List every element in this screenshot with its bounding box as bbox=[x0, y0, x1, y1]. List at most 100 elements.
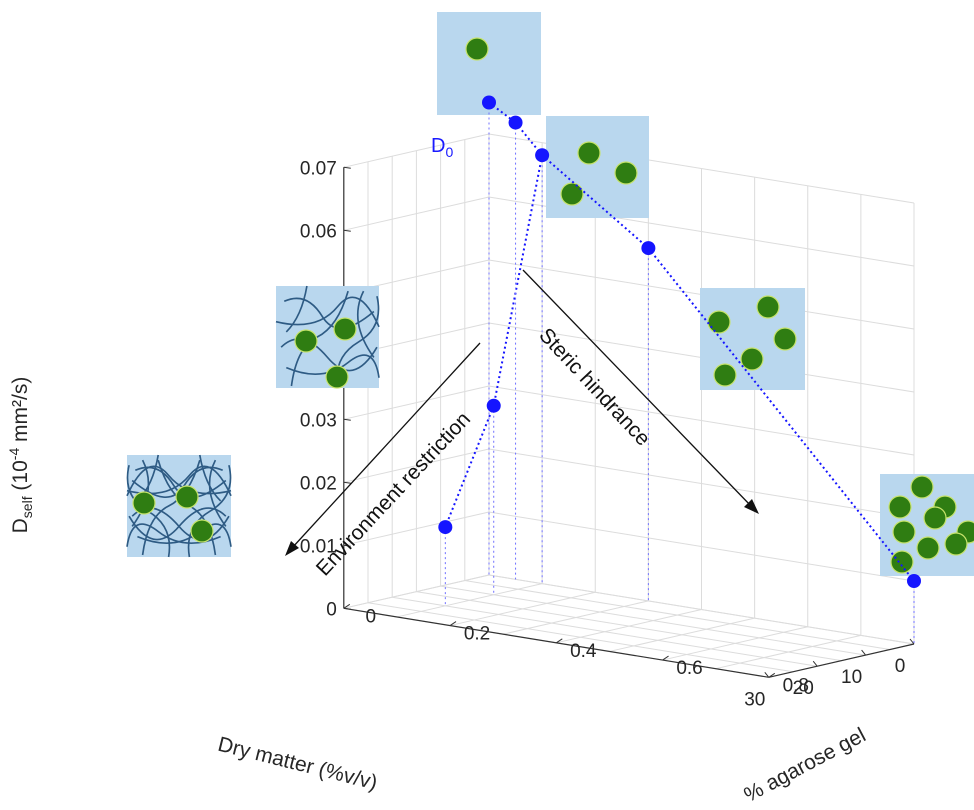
z-title-rest: (10 bbox=[9, 460, 32, 496]
z-title-sup: -4 bbox=[6, 448, 22, 461]
data-point bbox=[508, 115, 523, 130]
polymer-fiber bbox=[357, 290, 375, 358]
y-tick bbox=[556, 638, 563, 644]
diffusing-particle bbox=[713, 363, 737, 387]
floor-grid-line bbox=[715, 634, 861, 670]
y-tick-label: 0 bbox=[366, 606, 377, 627]
x-tick bbox=[861, 649, 866, 656]
diffusing-particle bbox=[333, 317, 357, 341]
data-point bbox=[641, 241, 656, 256]
diffusing-particle bbox=[916, 536, 940, 560]
polymer-fiber bbox=[128, 507, 227, 541]
diffusing-particle bbox=[294, 329, 318, 353]
floor-grid-line bbox=[396, 583, 543, 618]
diffusing-particle bbox=[325, 365, 349, 389]
diffusing-particle bbox=[465, 37, 489, 61]
z-title-end: mm²/s) bbox=[9, 377, 32, 448]
z-title-main: D bbox=[9, 518, 32, 533]
floor-grid-line bbox=[609, 617, 755, 652]
diffusing-particle bbox=[773, 327, 797, 351]
diffusing-particle bbox=[892, 520, 916, 544]
side-wall-grid-line bbox=[488, 385, 915, 456]
z-tick bbox=[343, 544, 351, 547]
polymer-fiber bbox=[290, 290, 349, 387]
inset-far-right bbox=[880, 474, 974, 576]
diffusing-particle bbox=[923, 506, 947, 530]
environment-arrow bbox=[285, 342, 481, 556]
data-point bbox=[486, 398, 501, 413]
steric-arrow bbox=[522, 269, 759, 514]
back-wall-grid-line bbox=[343, 448, 490, 483]
polymer-fiber bbox=[283, 297, 375, 329]
z-tick bbox=[343, 418, 351, 421]
back-wall-grid-line bbox=[343, 133, 490, 168]
floor-grid-line bbox=[556, 609, 702, 644]
inset-layer bbox=[126, 12, 974, 576]
y-tick bbox=[343, 603, 351, 609]
side-wall-grid-line bbox=[488, 574, 915, 645]
y-tick-label: 0.4 bbox=[570, 641, 597, 662]
inset-upper-right bbox=[546, 116, 649, 218]
z-tick bbox=[343, 166, 351, 169]
y-axis-title: % agarose gel bbox=[740, 724, 869, 805]
z-tick-label: 0 bbox=[326, 599, 337, 620]
diffusing-particle bbox=[560, 182, 584, 206]
diffusing-particle bbox=[944, 532, 968, 556]
z-axis-title: Dself (10-4 mm²/s) bbox=[6, 377, 35, 534]
back-wall-grid-line bbox=[343, 196, 490, 231]
y-tick bbox=[449, 621, 457, 626]
diffusing-particle bbox=[577, 141, 601, 165]
data-point bbox=[482, 95, 496, 110]
polymer-fiber bbox=[285, 285, 308, 333]
floor-grid-line bbox=[503, 600, 649, 635]
diffusing-particle bbox=[707, 310, 731, 334]
polymer-fiber bbox=[131, 466, 224, 498]
x-axis-title: Dry matter (%v/v) bbox=[216, 733, 380, 795]
y-tick-label: 0.8 bbox=[783, 675, 809, 696]
z-tick bbox=[343, 229, 351, 232]
diffusing-particle bbox=[190, 519, 214, 543]
y-tick bbox=[768, 672, 776, 678]
polymer-fiber bbox=[285, 354, 380, 378]
polymer-fiber bbox=[198, 454, 222, 502]
data-point bbox=[438, 520, 453, 535]
diffusing-particle bbox=[614, 161, 638, 185]
z-tick-label: 0.06 bbox=[300, 221, 337, 242]
series-connector bbox=[444, 405, 495, 528]
inset-left-lower bbox=[126, 454, 232, 558]
z-title-sub: self bbox=[19, 496, 35, 518]
diffusing-particle bbox=[175, 485, 199, 509]
polymer-fiber bbox=[141, 459, 201, 556]
series-connector bbox=[492, 155, 544, 406]
polymer-fiber bbox=[126, 465, 232, 497]
diffusing-particle bbox=[756, 295, 780, 319]
diffusing-particle bbox=[132, 491, 156, 515]
x-tick-label: 10 bbox=[841, 667, 862, 688]
data-layer bbox=[438, 95, 921, 644]
polymer-fiber bbox=[131, 459, 150, 527]
floor-grid-line bbox=[662, 626, 808, 661]
diffusing-particle bbox=[910, 475, 934, 499]
d0-sub: 0 bbox=[445, 144, 453, 160]
side-wall-grid-line bbox=[488, 448, 915, 519]
polymer-fiber bbox=[275, 296, 380, 328]
diffusing-particle bbox=[740, 347, 764, 371]
z-tick-label: 0.07 bbox=[300, 158, 337, 179]
z-tick-label: 0.03 bbox=[300, 410, 337, 431]
back-wall-grid-line bbox=[343, 385, 490, 420]
y-tick-label: 0.6 bbox=[676, 658, 702, 679]
x-tick-label: 0 bbox=[895, 656, 906, 677]
data-point bbox=[907, 574, 921, 588]
data-point bbox=[535, 148, 550, 163]
diffusing-particle bbox=[890, 550, 914, 574]
z-tick-label: 0.02 bbox=[300, 473, 337, 494]
x-tick bbox=[764, 671, 770, 678]
polymer-fiber bbox=[187, 465, 232, 558]
polymer-fiber bbox=[208, 459, 227, 527]
x-tick-label: 20 bbox=[793, 678, 814, 699]
z-tick bbox=[343, 607, 351, 610]
inset-left-upper bbox=[275, 285, 380, 389]
y-tick bbox=[662, 655, 669, 661]
series-connector bbox=[514, 121, 543, 156]
